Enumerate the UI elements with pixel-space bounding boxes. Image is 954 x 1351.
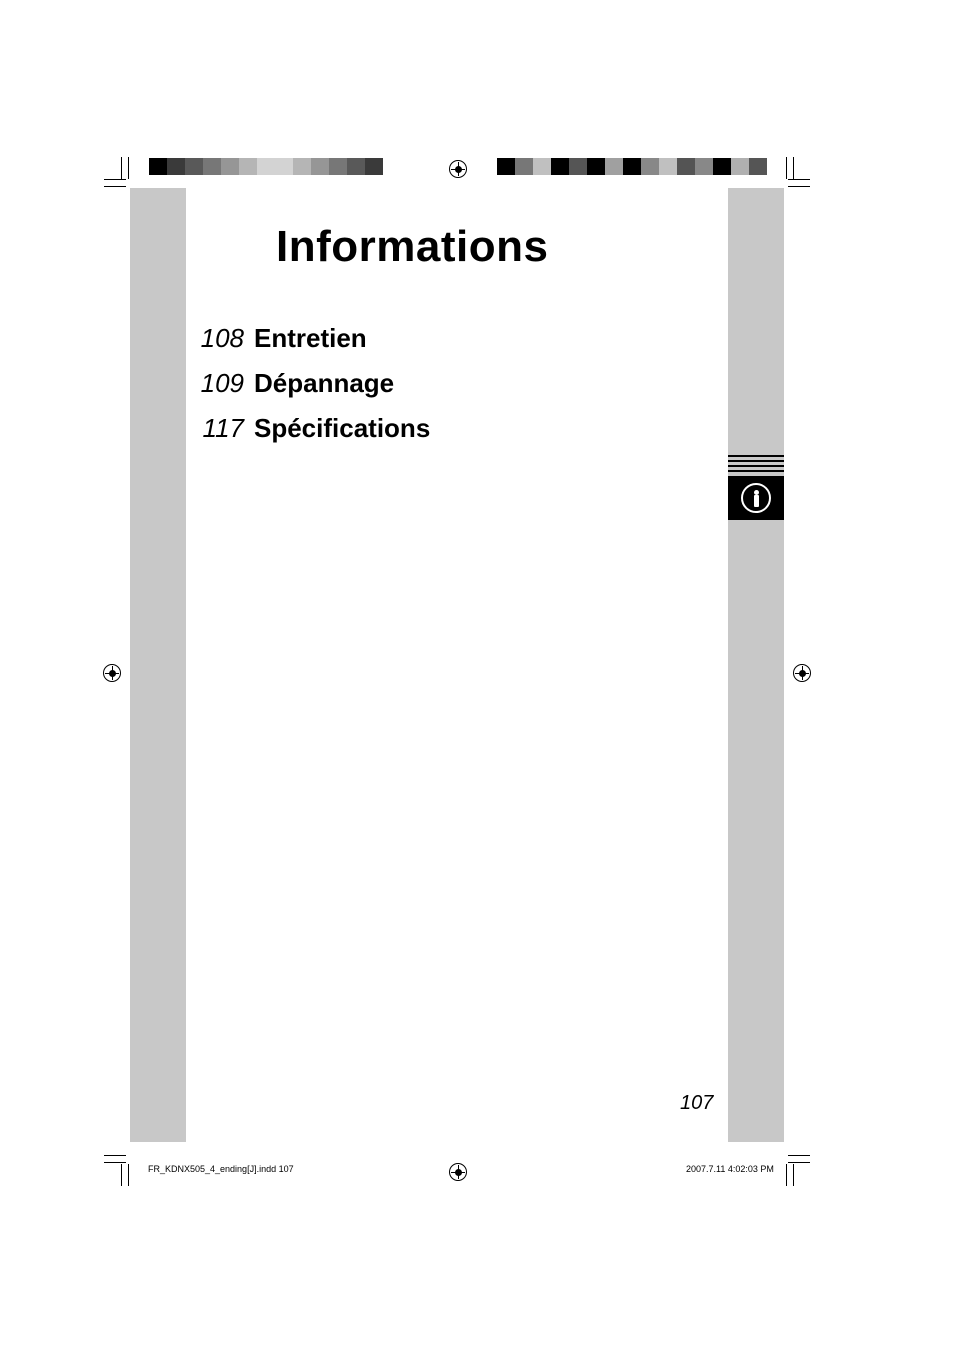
page-number: 107: [680, 1092, 713, 1115]
cropmark: [128, 157, 129, 179]
toc-item: 117 Spécifications: [192, 413, 430, 444]
footer-timestamp: 2007.7.11 4:02:03 PM: [686, 1164, 774, 1174]
cropmark: [793, 157, 794, 179]
cropmark: [104, 179, 126, 180]
registration-mark-icon: [449, 1163, 467, 1181]
cropmark: [788, 1155, 810, 1156]
cropmark: [788, 186, 810, 187]
cropmark: [128, 1164, 129, 1186]
cropmark: [121, 1164, 122, 1186]
cropmark: [786, 157, 787, 179]
printer-bar-right: [497, 158, 767, 175]
footer-filename: FR_KDNX505_4_ending[J].indd 107: [148, 1164, 294, 1174]
section-title: Informations: [276, 222, 548, 272]
side-tab-stripes: [728, 455, 784, 475]
toc-page-number: 109: [192, 368, 244, 399]
registration-mark-icon: [793, 664, 811, 682]
cropmark: [104, 1162, 126, 1163]
toc-label: Spécifications: [254, 413, 430, 444]
toc-label: Entretien: [254, 323, 367, 354]
toc-page-number: 117: [192, 413, 244, 444]
cropmark: [104, 186, 126, 187]
toc-item: 109 Dépannage: [192, 368, 430, 399]
toc: 108 Entretien 109 Dépannage 117 Spécific…: [192, 323, 430, 458]
cropmark: [793, 1164, 794, 1186]
cropmark: [786, 1164, 787, 1186]
grey-margin-left: [130, 188, 186, 1142]
info-icon: [728, 476, 784, 520]
toc-page-number: 108: [192, 323, 244, 354]
registration-mark-icon: [103, 664, 121, 682]
cropmark: [788, 179, 810, 180]
page: Informations 108 Entretien 109 Dépannage…: [0, 0, 954, 1351]
cropmark: [121, 157, 122, 179]
cropmark: [104, 1155, 126, 1156]
toc-item: 108 Entretien: [192, 323, 430, 354]
grey-margin-right: [728, 188, 784, 1142]
cropmark: [788, 1162, 810, 1163]
printer-bar-left: [149, 158, 383, 175]
registration-mark-icon: [449, 160, 467, 178]
toc-label: Dépannage: [254, 368, 394, 399]
